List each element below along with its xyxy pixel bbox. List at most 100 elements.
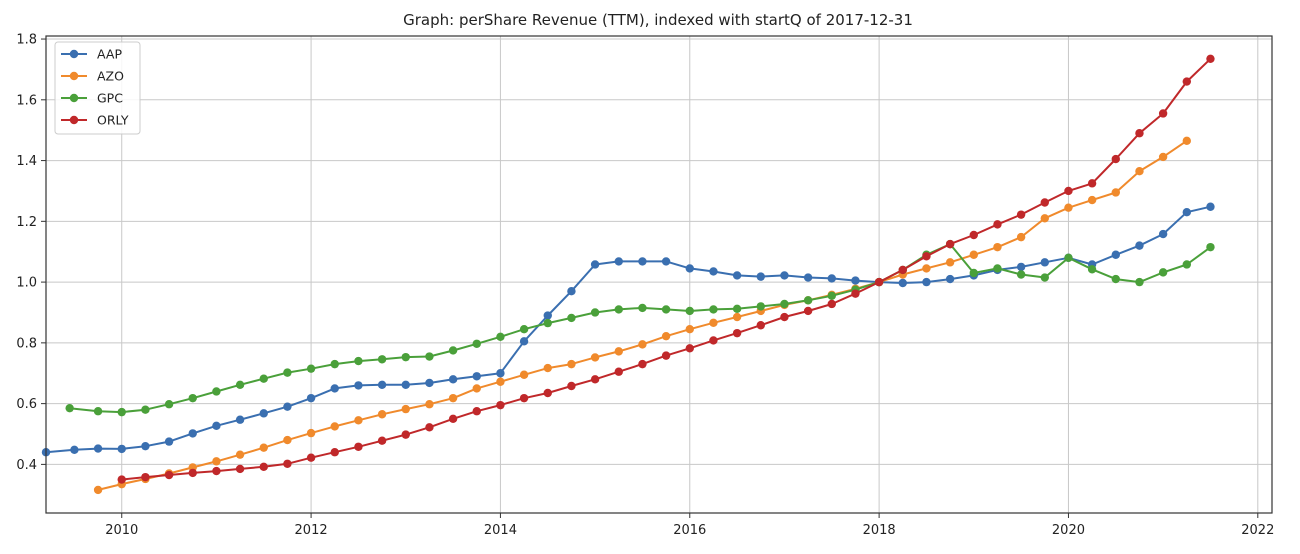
data-point-azo [969, 250, 978, 259]
data-point-orly [235, 464, 245, 474]
data-point-orly [330, 448, 339, 457]
legend-marker-azo [69, 71, 79, 81]
data-point-gpc [330, 359, 339, 369]
data-point-gpc [969, 268, 978, 278]
data-point-orly [993, 220, 1002, 229]
data-point-aap [543, 311, 552, 320]
data-point-aap [188, 429, 197, 438]
x-tick-label: 2012 [295, 523, 328, 538]
data-point-orly [401, 430, 410, 439]
data-point-orly [306, 453, 316, 462]
grid [46, 36, 1272, 513]
data-point-orly [969, 230, 978, 240]
legend: AAP AZO GPC ORLY [54, 41, 141, 135]
series-line-azo [97, 139, 1188, 491]
data-point-orly [1206, 54, 1215, 63]
data-point-orly [212, 466, 221, 476]
data-point-aap [235, 415, 245, 424]
data-point-gpc [732, 304, 742, 314]
data-point-aap [945, 274, 955, 284]
data-point-aap [1016, 262, 1026, 272]
legend-box [54, 41, 141, 135]
data-point-aap [70, 445, 79, 455]
series-line-aap [45, 205, 1211, 454]
data-point-orly [425, 423, 434, 432]
data-point-orly [780, 312, 789, 322]
data-point-gpc [709, 305, 718, 314]
data-point-gpc [756, 302, 765, 311]
data-point-aap [93, 444, 103, 453]
data-point-azo [1040, 214, 1049, 223]
data-point-azo [306, 428, 316, 438]
data-point-aap [614, 257, 623, 266]
data-point-aap [1111, 250, 1120, 259]
data-point-gpc [93, 407, 103, 416]
data-point-azo [993, 242, 1002, 252]
data-point-azo [283, 435, 292, 445]
data-point-orly [614, 367, 623, 376]
data-point-aap [283, 402, 292, 411]
y-tick-label: 0.8 [16, 336, 37, 351]
data-point-orly [354, 442, 363, 451]
data-point-aap [803, 273, 813, 282]
data-point-orly [519, 393, 529, 403]
data-point-gpc [354, 356, 363, 366]
data-point-azo [1064, 203, 1073, 212]
data-point-azo [1016, 232, 1026, 242]
data-point-orly [1111, 154, 1120, 164]
data-point-orly [922, 252, 931, 261]
data-point-azo [638, 340, 647, 349]
data-point-orly [496, 400, 505, 410]
data-point-gpc [1040, 273, 1049, 282]
data-point-aap [567, 287, 576, 296]
axes: 2010 2012 2014 2016 2018 2020 2022 0.4 0.6 0.8 1.0… [16, 33, 1274, 538]
data-point-orly [1158, 109, 1168, 118]
data-point-aap [164, 437, 174, 446]
data-point-orly [448, 414, 458, 424]
data-point-gpc [543, 318, 552, 328]
y-tick-label: 1.4 [16, 154, 37, 169]
data-point-aap [472, 372, 481, 381]
legend-label-gpc: GPC [97, 91, 123, 106]
data-point-orly [638, 359, 647, 369]
data-point-azo [377, 410, 387, 419]
data-point-gpc [448, 346, 458, 355]
data-point-orly [141, 472, 150, 482]
data-point-aap [425, 378, 434, 388]
x-tick-label: 2016 [673, 523, 706, 538]
data-point-azo [259, 443, 268, 452]
data-point-orly [590, 375, 600, 384]
data-point-gpc [638, 303, 647, 313]
data-point-azo [1087, 195, 1097, 205]
data-point-aap [354, 381, 363, 390]
data-point-gpc [117, 407, 126, 417]
data-point-orly [283, 459, 292, 468]
data-point-azo [401, 404, 410, 414]
data-point-gpc [1016, 270, 1026, 279]
legend-item-aap: AAP [61, 47, 122, 62]
data-point-aap [330, 384, 339, 393]
data-point-aap [638, 257, 647, 266]
data-point-aap [661, 257, 671, 266]
legend-marker-orly [69, 115, 79, 125]
data-point-azo [732, 312, 742, 322]
data-point-azo [945, 258, 955, 267]
x-tick-label: 2010 [105, 523, 138, 538]
data-point-orly [803, 306, 813, 316]
data-point-gpc [1135, 277, 1144, 287]
data-point-gpc [590, 308, 600, 317]
data-point-aap [851, 276, 860, 285]
x-tick-label: 2022 [1241, 523, 1274, 538]
data-point-aap [780, 271, 789, 280]
data-point-azo [448, 393, 458, 403]
data-point-gpc [472, 339, 481, 348]
series-aap [41, 202, 1215, 457]
data-point-azo [496, 377, 505, 386]
data-point-azo [519, 370, 529, 379]
data-point-aap [709, 267, 718, 276]
data-point-gpc [65, 403, 74, 413]
data-point-orly [685, 344, 694, 353]
data-point-gpc [1111, 274, 1120, 284]
data-point-orly [709, 336, 718, 345]
y-tick-label: 1.2 [16, 215, 37, 230]
